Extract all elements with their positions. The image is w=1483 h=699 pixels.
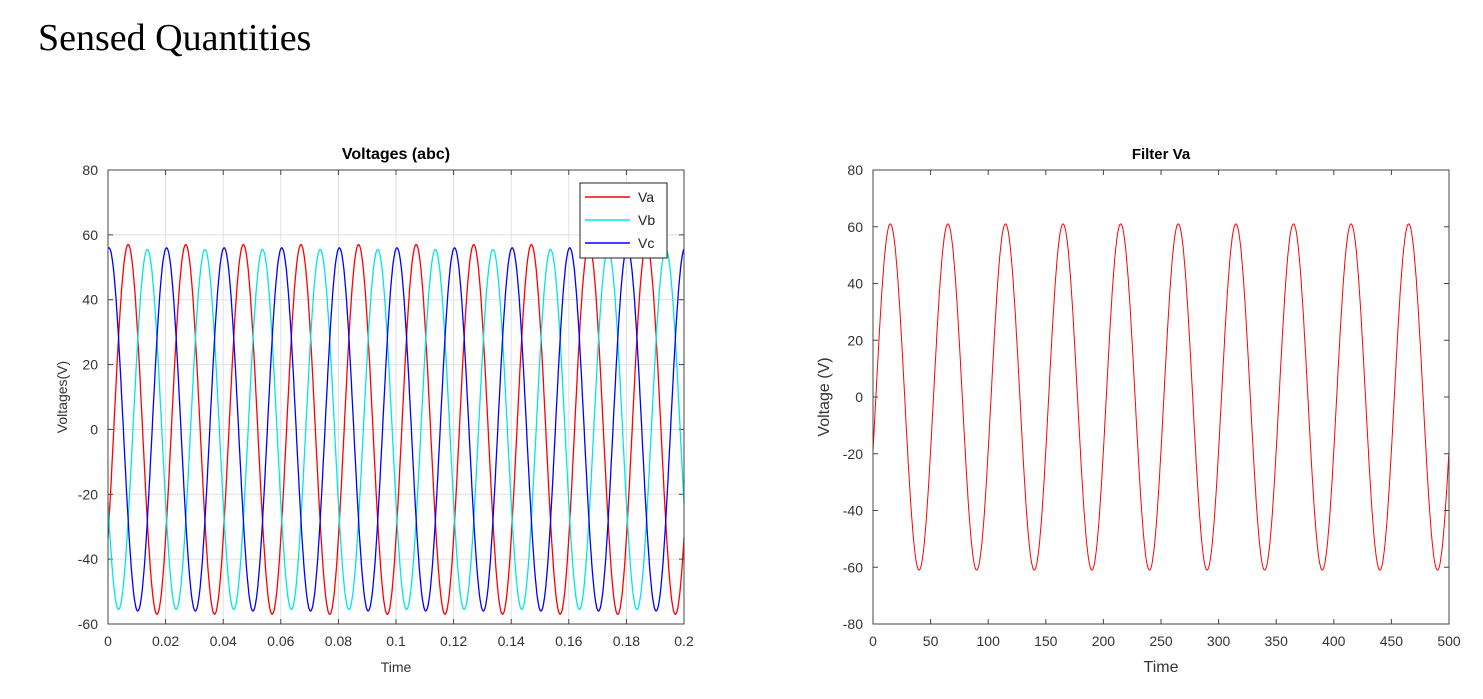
x-tick-label: 450 (1380, 633, 1404, 649)
y-tick-label: 40 (82, 292, 98, 308)
x-tick-label: 100 (977, 633, 1001, 649)
series-line-vc (107, 247, 685, 612)
page-title: Sensed Quantities (38, 17, 312, 59)
y-tick-label: 20 (847, 332, 863, 348)
plot-area (873, 170, 1449, 624)
y-tick-label: -20 (843, 446, 863, 462)
plot-border (107, 169, 685, 625)
y-tick-label: -80 (843, 616, 863, 632)
x-tick-label: 150 (1034, 633, 1058, 649)
x-tick-label: 500 (1437, 633, 1461, 649)
legend-label: Vb (638, 212, 655, 228)
y-tick-label: 80 (847, 162, 863, 178)
y-axis-label: Voltage (V) (816, 357, 833, 436)
x-tick-label: 0.18 (613, 633, 640, 649)
series-line-va (872, 223, 1450, 571)
x-tick-label: 0.12 (440, 633, 467, 649)
plot-border (872, 169, 1450, 625)
y-tick-label: -60 (843, 559, 863, 575)
x-tick-label: 0.06 (267, 633, 294, 649)
y-tick-label: -40 (843, 503, 863, 519)
x-tick-label: 0.14 (498, 633, 525, 649)
x-tick-label: 0.04 (210, 633, 237, 649)
y-tick-label: 40 (847, 276, 863, 292)
x-axis-label: Time (381, 659, 412, 675)
chart-title: Filter Va (1132, 146, 1191, 163)
x-tick-label: 0.02 (152, 633, 179, 649)
x-tick-label: 350 (1265, 633, 1289, 649)
legend-label: Va (638, 189, 654, 205)
y-tick-label: 20 (82, 357, 98, 373)
x-tick-label: 50 (923, 633, 939, 649)
y-tick-label: 0 (90, 421, 98, 437)
y-tick-label: -40 (78, 551, 98, 567)
x-tick-label: 300 (1207, 633, 1231, 649)
y-tick-label: 60 (847, 219, 863, 235)
x-tick-label: 0.1 (386, 633, 406, 649)
series-line-vb (107, 248, 685, 611)
y-axis-label: Voltages(V) (54, 361, 70, 433)
x-tick-label: 200 (1092, 633, 1116, 649)
x-tick-label: 0.16 (555, 633, 582, 649)
y-tick-label: 0 (855, 389, 863, 405)
y-tick-label: -60 (78, 616, 98, 632)
x-tick-label: 400 (1322, 633, 1346, 649)
chart-title: Voltages (abc) (342, 146, 450, 163)
x-axis-label: Time (1144, 659, 1179, 676)
y-tick-label: 80 (82, 162, 98, 178)
legend-label: Vc (638, 235, 654, 251)
x-tick-label: 250 (1149, 633, 1173, 649)
x-tick-label: 0 (869, 633, 877, 649)
x-tick-label: 0.2 (674, 633, 694, 649)
y-tick-label: 60 (82, 227, 98, 243)
y-tick-label: -20 (78, 486, 98, 502)
x-tick-label: 0 (104, 633, 112, 649)
x-tick-label: 0.08 (325, 633, 352, 649)
